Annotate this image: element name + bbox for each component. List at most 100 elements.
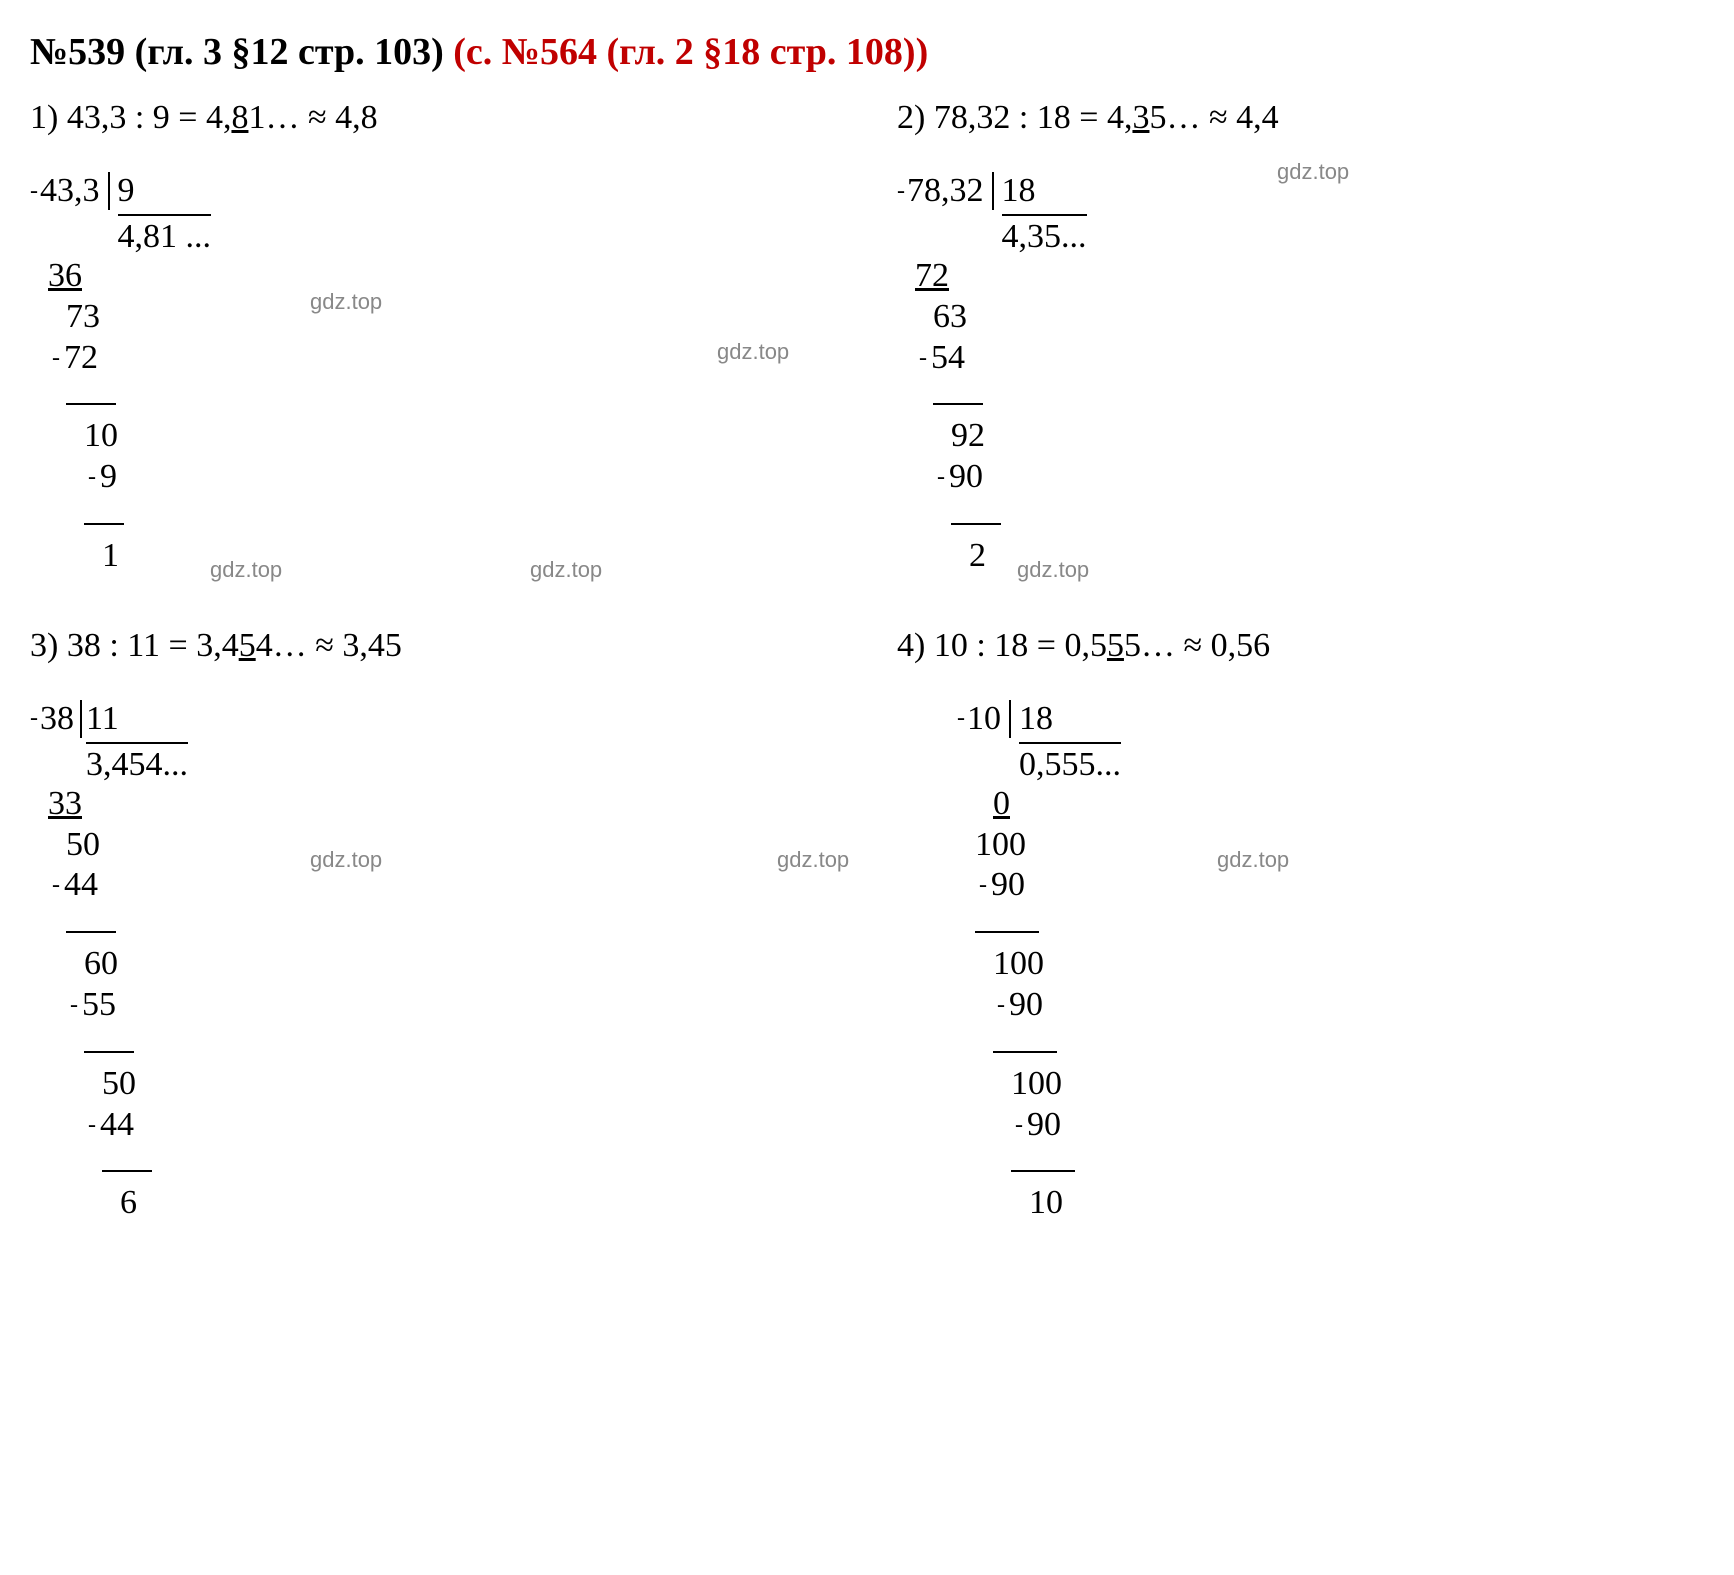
problem-1-eq-pre: 43,3 : 9 = 4,	[67, 99, 232, 136]
work-value: 44	[64, 865, 98, 906]
minus-icon: -	[979, 871, 987, 900]
work-value: 0	[993, 784, 1010, 825]
work-value: 100	[975, 825, 1026, 866]
work-value: 33	[48, 784, 82, 825]
divisor: 18	[1019, 700, 1121, 738]
work-value: 55	[82, 985, 116, 1026]
work-rule	[48, 498, 124, 536]
work-value: 10	[84, 416, 118, 457]
work-line: 92	[915, 416, 1001, 457]
watermark: gdz.top	[310, 847, 382, 873]
work-line: 60	[48, 944, 152, 985]
work-line: 100	[975, 825, 1075, 866]
work-line: 1	[48, 536, 124, 577]
work-rule	[48, 1145, 152, 1183]
problem-3-work: 3350-4460-5550-446	[48, 784, 152, 1224]
problem-2-equation: 2) 78,32 : 18 = 4,35… ≈ 4,4	[897, 99, 1704, 137]
problem-4-long-division: - 10 18 0,555... 0100-90100-90100-9010	[957, 700, 1121, 1224]
problem-1-equation: 1) 43,3 : 9 = 4,81… ≈ 4,8	[30, 99, 837, 137]
work-value: 90	[949, 457, 983, 498]
problem-3-eq-underline: 5	[239, 627, 256, 664]
work-value: 10	[1029, 1183, 1063, 1224]
work-value: 100	[1011, 1064, 1062, 1105]
problem-4-work: 0100-90100-90100-9010	[975, 784, 1075, 1224]
minus-icon: -	[30, 178, 38, 205]
work-line: -9	[48, 457, 124, 498]
problem-2-eq-post: 5… ≈ 4,4	[1149, 99, 1278, 136]
minus-icon: -	[997, 991, 1005, 1020]
work-rule	[48, 378, 124, 416]
minus-icon: -	[52, 871, 60, 900]
work-line: 33	[48, 784, 152, 825]
work-value: 50	[66, 825, 100, 866]
work-value: 72	[64, 338, 98, 379]
minus-icon: -	[957, 705, 965, 732]
work-value: 92	[951, 416, 985, 457]
work-line: -90	[915, 457, 1001, 498]
work-line: 73	[48, 297, 124, 338]
watermark: gdz.top	[210, 557, 282, 583]
minus-icon: -	[937, 463, 945, 492]
divisor: 18	[1002, 172, 1087, 210]
work-rule	[48, 1026, 152, 1064]
problem-1: 1) 43,3 : 9 = 4,81… ≈ 4,8 - 43,3 9 4,81 …	[30, 99, 837, 577]
problem-2-num: 2)	[897, 99, 925, 136]
work-line: 100	[975, 1064, 1075, 1105]
watermark: gdz.top	[1277, 159, 1349, 185]
problem-4-equation: 4) 10 : 18 = 0,555… ≈ 0,56	[897, 627, 1704, 665]
minus-icon: -	[70, 991, 78, 1020]
watermark: gdz.top	[717, 339, 789, 365]
work-line: -90	[975, 985, 1075, 1026]
work-line: 2	[915, 536, 1001, 577]
problem-3: gdz.top gdz.top 3) 38 : 11 = 3,454… ≈ 3,…	[30, 627, 837, 1224]
dividend: 43,3	[40, 172, 110, 210]
work-value: 1	[102, 536, 119, 577]
problem-4-eq-pre: 10 : 18 = 0,5	[934, 627, 1107, 664]
minus-icon: -	[52, 344, 60, 373]
divisor: 11	[86, 700, 188, 738]
watermark: gdz.top	[530, 557, 602, 583]
problem-1-eq-underline: 8	[231, 99, 248, 136]
work-rule	[975, 906, 1075, 944]
minus-icon: -	[88, 1111, 96, 1140]
work-value: 100	[993, 944, 1044, 985]
work-rule	[915, 498, 1001, 536]
work-value: 36	[48, 256, 82, 297]
work-line: -90	[975, 865, 1075, 906]
problem-3-eq-pre: 38 : 11 = 3,4	[67, 627, 239, 664]
page-title: №539 (гл. 3 §12 стр. 103) (с. №564 (гл. …	[30, 30, 1704, 74]
dividend: 78,32	[907, 172, 994, 210]
work-line: -72	[48, 338, 124, 379]
work-line: -44	[48, 1105, 152, 1146]
watermark: gdz.top	[310, 289, 382, 315]
work-value: 6	[120, 1183, 137, 1224]
problems-grid: 1) 43,3 : 9 = 4,81… ≈ 4,8 - 43,3 9 4,81 …	[30, 99, 1704, 1224]
minus-icon: -	[1015, 1111, 1023, 1140]
work-line: 36	[48, 256, 124, 297]
problem-1-eq-post: 1… ≈ 4,8	[248, 99, 377, 136]
minus-icon: -	[919, 344, 927, 373]
problem-2-eq-underline: 3	[1132, 99, 1149, 136]
work-rule	[915, 378, 1001, 416]
problem-2-long-division: - 78,32 18 4,35... 7263-5492-902	[897, 172, 1087, 577]
watermark: gdz.top	[777, 847, 849, 873]
work-line: 100	[975, 944, 1075, 985]
work-rule	[975, 1145, 1075, 1183]
work-value: 54	[931, 338, 965, 379]
problem-1-work: 3673-7210-91	[48, 256, 124, 577]
work-value: 72	[915, 256, 949, 297]
work-value: 60	[84, 944, 118, 985]
work-line: -44	[48, 865, 152, 906]
problem-3-long-division: - 38 11 3,454... 3350-4460-5550-446	[30, 700, 188, 1224]
divisor: 9	[118, 172, 212, 210]
work-line: -90	[975, 1105, 1075, 1146]
quotient: 4,81 ...	[118, 214, 212, 256]
work-value: 63	[933, 297, 967, 338]
work-line: -55	[48, 985, 152, 1026]
minus-icon: -	[897, 178, 905, 205]
problem-4-eq-post: 5… ≈ 0,56	[1124, 627, 1270, 664]
problem-4-num: 4)	[897, 627, 925, 664]
problem-3-eq-post: 4… ≈ 3,45	[256, 627, 402, 664]
work-line: 10	[48, 416, 124, 457]
work-line: -54	[915, 338, 1001, 379]
